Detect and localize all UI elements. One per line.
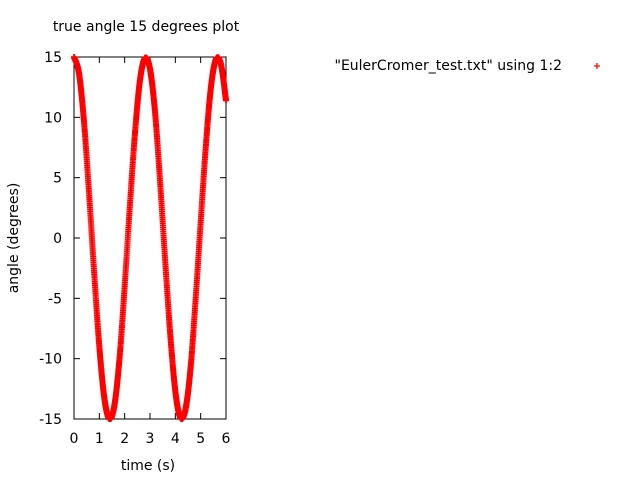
legend-label: "EulerCromer_test.txt" using 1:2: [335, 58, 563, 74]
series-0: [71, 54, 229, 422]
legend-marker: [594, 63, 600, 69]
x-tick-label: 1: [95, 431, 104, 447]
chart-title: true angle 15 degrees plot: [53, 19, 240, 35]
y-tick-label: -10: [39, 352, 62, 368]
data-point-marker: [223, 97, 229, 104]
y-tick-label: -5: [48, 291, 62, 307]
x-tick-label: 6: [222, 431, 231, 447]
x-axis-label: time (s): [121, 458, 175, 474]
axes-frame: [73, 56, 227, 420]
x-tick-label: 0: [70, 431, 79, 447]
y-tick-label: 5: [53, 171, 62, 187]
y-axis-label: angle (degrees): [6, 183, 22, 294]
y-tick-label: 15: [44, 50, 62, 66]
axes-border: [73, 56, 227, 420]
x-tick-label: 2: [120, 431, 129, 447]
y-tick-label: 0: [53, 231, 62, 247]
x-tick-label: 5: [196, 431, 205, 447]
x-tick-label: 3: [146, 431, 155, 447]
legend-plus-icon: [594, 63, 600, 69]
y-tick-label: -15: [39, 412, 62, 428]
y-tick-label: 10: [44, 110, 62, 126]
x-tick-label: 4: [171, 431, 180, 447]
y-axis-ticks: -15 -10 -5 0 5 10 15: [39, 50, 226, 428]
plot-area: [71, 54, 229, 422]
